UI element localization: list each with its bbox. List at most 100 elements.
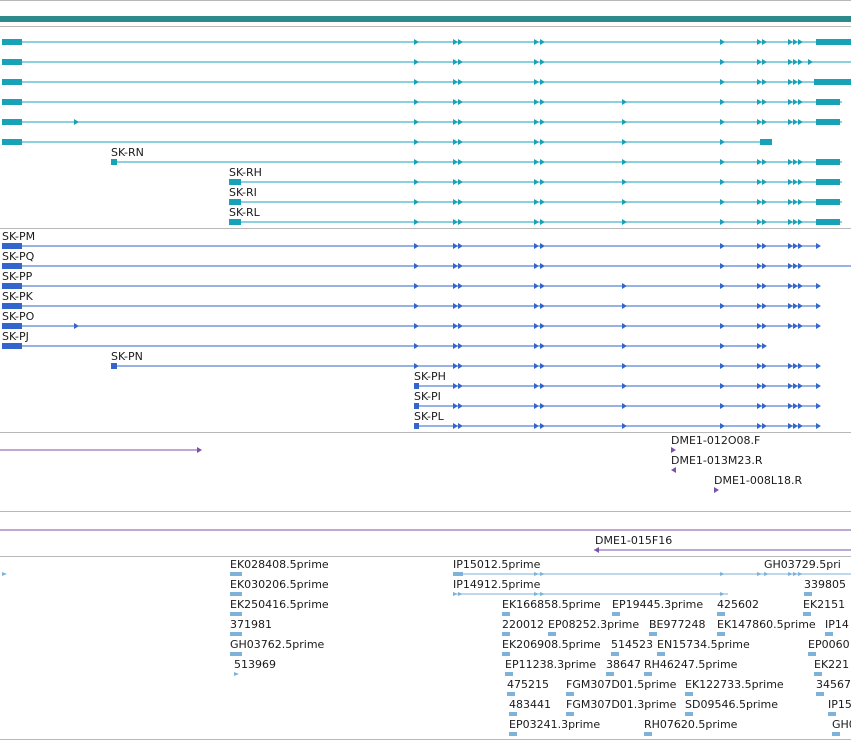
exon-arrow[interactable] xyxy=(720,119,725,125)
exon-arrow[interactable] xyxy=(414,199,419,205)
est-glyph[interactable] xyxy=(804,592,812,596)
exon-arrow[interactable] xyxy=(540,59,545,65)
exon-arrow[interactable] xyxy=(720,423,725,429)
exon-arrow[interactable] xyxy=(720,343,725,349)
exon-arrow[interactable] xyxy=(540,119,545,125)
exon-arrow[interactable] xyxy=(816,383,821,389)
est-glyph[interactable] xyxy=(828,712,836,716)
exon-block[interactable] xyxy=(816,159,840,165)
exon-arrow[interactable] xyxy=(788,199,793,205)
est-glyph[interactable] xyxy=(509,712,517,716)
exon-arrow[interactable] xyxy=(622,139,627,145)
exon-arrow[interactable] xyxy=(458,403,463,409)
est-label[interactable]: FGM307D01.3prime xyxy=(566,698,677,711)
exon-arrow[interactable] xyxy=(74,119,79,125)
exon-arrow[interactable] xyxy=(453,283,458,289)
exon-arrow[interactable] xyxy=(540,403,545,409)
exon-arrow[interactable] xyxy=(414,283,419,289)
exon-arrow[interactable] xyxy=(458,219,463,225)
exon-arrow[interactable] xyxy=(458,119,463,125)
exon-arrow[interactable] xyxy=(540,383,545,389)
exon-arrow[interactable] xyxy=(798,59,803,65)
exon-block[interactable] xyxy=(414,423,419,429)
exon-arrow[interactable] xyxy=(788,263,793,269)
exon-block[interactable] xyxy=(816,199,840,205)
exon-arrow[interactable] xyxy=(757,423,762,429)
exon-block[interactable] xyxy=(2,39,22,45)
exon-arrow[interactable] xyxy=(453,423,458,429)
exon-arrow[interactable] xyxy=(622,283,627,289)
exon-arrow[interactable] xyxy=(540,363,545,369)
exon-arrow[interactable] xyxy=(534,39,539,45)
exon-arrow[interactable] xyxy=(788,219,793,225)
protein-model-label[interactable]: SK-PP xyxy=(2,270,33,283)
exon-arrow[interactable] xyxy=(816,283,821,289)
exon-arrow[interactable] xyxy=(458,592,463,596)
est-glyph[interactable] xyxy=(502,652,510,656)
exon-arrow[interactable] xyxy=(453,39,458,45)
est-label[interactable]: EK2151 xyxy=(803,598,846,611)
exon-arrow[interactable] xyxy=(534,592,539,596)
exon-arrow[interactable] xyxy=(540,423,545,429)
est-label[interactable]: 339805 xyxy=(804,578,846,591)
exon-arrow[interactable] xyxy=(762,403,767,409)
exon-block[interactable] xyxy=(816,39,851,45)
exon-arrow[interactable] xyxy=(757,343,762,349)
exon-arrow[interactable] xyxy=(762,59,767,65)
exon-block[interactable] xyxy=(2,119,22,125)
exon-arrow[interactable] xyxy=(762,323,767,329)
exon-arrow[interactable] xyxy=(720,99,725,105)
est-label[interactable]: 425602 xyxy=(717,598,759,611)
exon-arrow[interactable] xyxy=(622,159,627,165)
exon-arrow[interactable] xyxy=(453,159,458,165)
est-label[interactable]: EK206908.5prime xyxy=(502,638,601,651)
est-label[interactable]: EK250416.5prime xyxy=(230,598,329,611)
exon-arrow[interactable] xyxy=(793,283,798,289)
exon-arrow[interactable] xyxy=(622,219,627,225)
exon-arrow[interactable] xyxy=(798,363,803,369)
est-glyph[interactable] xyxy=(808,652,816,656)
exon-arrow[interactable] xyxy=(757,572,762,576)
exon-arrow[interactable] xyxy=(540,303,545,309)
exon-arrow[interactable] xyxy=(453,263,458,269)
est-glyph[interactable] xyxy=(505,672,513,676)
exon-arrow[interactable] xyxy=(788,572,793,576)
exon-arrow[interactable] xyxy=(762,99,767,105)
exon-arrow[interactable] xyxy=(458,243,463,249)
exon-block[interactable] xyxy=(816,219,840,225)
exon-arrow[interactable] xyxy=(414,219,419,225)
gene-model-label[interactable]: SK-RI xyxy=(229,186,257,199)
est-glyph[interactable] xyxy=(611,652,619,656)
exon-arrow[interactable] xyxy=(762,159,767,165)
clone-end-arrow[interactable] xyxy=(671,447,676,453)
exon-arrow[interactable] xyxy=(720,303,725,309)
exon-arrow[interactable] xyxy=(720,323,725,329)
exon-arrow[interactable] xyxy=(793,99,798,105)
exon-arrow[interactable] xyxy=(798,303,803,309)
exon-arrow[interactable] xyxy=(534,59,539,65)
exon-arrow[interactable] xyxy=(458,323,463,329)
est-glyph[interactable] xyxy=(230,612,242,616)
exon-arrow[interactable] xyxy=(816,323,821,329)
est-glyph[interactable] xyxy=(816,692,824,696)
exon-arrow[interactable] xyxy=(788,119,793,125)
exon-block[interactable] xyxy=(2,59,22,65)
exon-arrow[interactable] xyxy=(534,219,539,225)
exon-arrow[interactable] xyxy=(816,363,821,369)
exon-arrow[interactable] xyxy=(453,99,458,105)
est-glyph[interactable] xyxy=(453,572,463,576)
exon-arrow[interactable] xyxy=(798,423,803,429)
exon-arrow[interactable] xyxy=(793,383,798,389)
exon-arrow[interactable] xyxy=(793,572,798,576)
exon-arrow[interactable] xyxy=(788,323,793,329)
est-label[interactable]: BE977248 xyxy=(649,618,706,631)
exon-arrow[interactable] xyxy=(757,323,762,329)
est-label[interactable]: EP0060 xyxy=(808,638,850,651)
exon-arrow[interactable] xyxy=(793,179,798,185)
exon-arrow[interactable] xyxy=(762,199,767,205)
exon-arrow[interactable] xyxy=(798,179,803,185)
exon-block[interactable] xyxy=(2,243,22,249)
exon-arrow[interactable] xyxy=(534,363,539,369)
gene-model-label[interactable]: SK-RN xyxy=(111,146,144,159)
exon-arrow[interactable] xyxy=(720,572,725,576)
